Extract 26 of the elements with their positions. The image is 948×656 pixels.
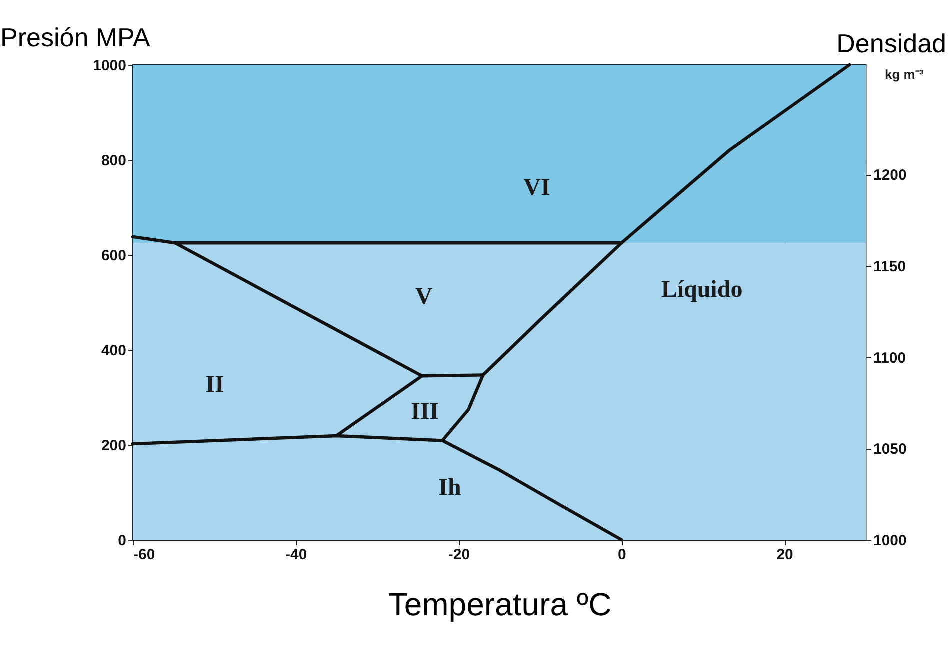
x-tick-label: -40 [286,546,308,564]
annotation: II [206,372,224,398]
annotation: Líquido [661,277,743,303]
y-tick-label: 200 [101,438,126,454]
annotation: V [415,284,434,310]
y2-axis-title: Densidad [836,28,946,58]
x-tick-label: 0 [618,546,626,564]
text: kg m⁻³ [885,67,924,82]
y2-tick-label: 1000 [874,532,907,550]
y-tick-label: 600 [101,248,126,264]
y-tick-label: 1000 [93,58,126,74]
y-tick-label: 400 [101,342,126,360]
x-tick-label: 20 [776,546,794,564]
y2-tick-label: 1100 [874,350,906,367]
x-tick-label: -20 [448,546,470,564]
y-axis-title: Presión MPA [0,22,151,52]
y2-tick-label: 1050 [874,441,907,458]
annotation: Ih [438,475,462,501]
annotation: VI [524,175,550,201]
y-tick-label: 800 [101,152,126,170]
annotation: III [410,399,440,425]
y-tick-label: 0 [118,532,126,550]
y2-tick-label: 1150 [874,258,906,276]
y2-tick-label: 1200 [874,167,907,184]
x-axis-title: Temperatura ºC [388,586,612,622]
x-tick-label: -60 [134,546,156,564]
